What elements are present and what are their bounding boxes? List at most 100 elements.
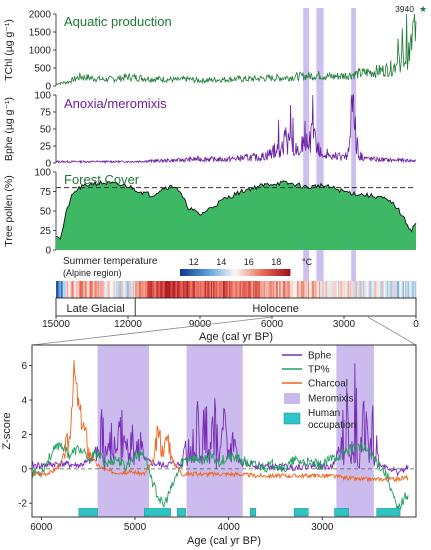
colorbar-cell-43 [287, 269, 291, 276]
temp-cell-11300 [144, 281, 147, 298]
temp-cell-14850 [59, 281, 62, 298]
temp-cell-7200 [243, 281, 245, 298]
colorbar-tick-18: 18 [271, 257, 281, 267]
temp-cell-3100 [341, 281, 344, 298]
temp-cell-7750 [230, 281, 232, 298]
temp-cell-6700 [255, 281, 257, 298]
temp-cell-14900 [58, 281, 60, 298]
colorbar-cell-22 [235, 269, 238, 276]
temp-cell-3950 [321, 281, 323, 298]
temp-cell-3550 [330, 281, 333, 298]
temp-cell-12700 [111, 281, 113, 298]
temp-cell-10300 [168, 281, 171, 298]
temp-cell-3400 [334, 281, 336, 298]
temp-cell-8000 [224, 281, 226, 298]
temp-cell-8900 [202, 281, 204, 298]
temp-cell-8150 [220, 281, 222, 298]
y-tick-label-aq-1500: 1500 [29, 28, 52, 39]
temp-cell-2150 [364, 281, 366, 298]
temp-cell-10000 [176, 281, 178, 298]
temp-cell-14800 [60, 281, 63, 298]
colorbar-cell-0 [180, 269, 183, 276]
temp-cell-9350 [191, 281, 194, 298]
detail-y-tick-label-2: 2 [21, 430, 27, 441]
temp-cell-2750 [350, 281, 352, 298]
temp-cell-4200 [315, 281, 317, 298]
temp-cell-9250 [194, 281, 196, 298]
human-occupation-block-5 [334, 508, 349, 517]
temp-cell-14500 [68, 281, 70, 298]
temp-cell-3900 [322, 281, 324, 298]
temp-cell-900 [394, 281, 396, 298]
top-x-tick-label-3000: 3000 [333, 319, 356, 330]
temp-cell-8600 [209, 281, 212, 298]
y-tick-label-an-100: 100 [34, 91, 51, 102]
temp-cell-5800 [276, 281, 279, 298]
temp-cell-13900 [82, 281, 84, 298]
colorbar-cell-34 [265, 269, 268, 276]
y-tick-label-fo-100: 100 [34, 168, 51, 179]
temp-cell-6250 [266, 281, 268, 298]
temp-cell-9650 [184, 281, 186, 298]
temp-cell-8550 [210, 281, 213, 298]
temp-cell-14950 [57, 281, 59, 298]
temp-cell-2100 [365, 281, 368, 298]
temp-cell-7450 [237, 281, 239, 298]
temp-cell-3000 [344, 281, 346, 298]
temp-cell-9450 [189, 281, 191, 298]
colorbar-cell-1 [182, 269, 186, 276]
temp-cell-7100 [245, 281, 248, 298]
temp-cell-2450 [357, 281, 359, 298]
temp-cell-3300 [336, 281, 339, 298]
temp-cell-4500 [308, 281, 310, 298]
legend-label-4-a: Human [308, 408, 340, 419]
temp-cell-11350 [143, 281, 146, 298]
temp-cell-10600 [161, 281, 164, 298]
temp-cell-1750 [374, 281, 376, 298]
temp-cell-13600 [89, 281, 92, 298]
temp-cell-10150 [172, 281, 174, 298]
temp-cell-800 [396, 281, 399, 298]
y-tick-label-fo-75: 75 [40, 187, 52, 198]
colorbar-cell-10 [205, 269, 208, 276]
temp-cell-12650 [112, 281, 114, 298]
colorbar-cell-30 [255, 269, 258, 276]
temp-cell-13800 [84, 281, 87, 298]
temp-cell-50 [414, 281, 417, 298]
temp-cell-7500 [236, 281, 238, 298]
anoxia-panel: 0 25 50 75 100 Bphe (µg g⁻¹) Anoxia/meromixis [3, 91, 417, 170]
temp-cell-7900 [226, 281, 228, 298]
temp-cell-6350 [263, 281, 266, 298]
temp-cell-14050 [78, 281, 81, 298]
colorbar-cell-18 [225, 269, 228, 276]
temp-subtitle: (Alpine region) [63, 268, 122, 278]
temp-cell-12250 [122, 281, 124, 298]
temp-cell-11200 [147, 281, 149, 298]
temp-cell-6050 [270, 281, 273, 298]
temp-cell-8500 [212, 281, 214, 298]
colorbar-cell-32 [260, 269, 263, 276]
human-occupation-block-3 [249, 508, 257, 517]
temp-cell-13950 [81, 281, 83, 298]
temp-cell-2250 [362, 281, 364, 298]
temp-cell-5050 [294, 281, 297, 298]
temp-cell-9900 [178, 281, 180, 298]
temp-cell-2550 [354, 281, 357, 298]
temp-cell-350 [407, 281, 410, 298]
temp-cell-2900 [346, 281, 348, 298]
temp-cell-700 [399, 281, 401, 298]
forest-line [55, 180, 417, 240]
temp-cell-10550 [162, 281, 165, 298]
colorbar-cell-39 [277, 269, 281, 276]
temp-cell-8050 [222, 281, 225, 298]
temp-cell-5650 [280, 281, 282, 298]
temp-cell-11850 [131, 281, 134, 298]
temp-cell-5700 [279, 281, 281, 298]
legend-label-2: Charcoal [308, 379, 348, 390]
colorbar-cell-12 [210, 269, 213, 276]
temp-cell-8800 [204, 281, 207, 298]
temp-cell-7950 [225, 281, 227, 298]
temp-title: Summer temperature [63, 256, 158, 267]
